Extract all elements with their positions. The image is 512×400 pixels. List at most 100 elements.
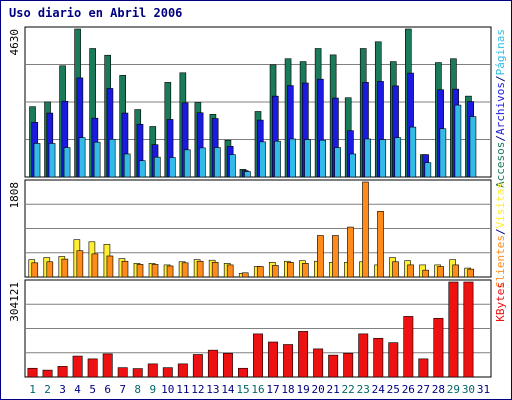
x-tick-label-8: 8 [134, 383, 141, 396]
x-tick-label-26: 26 [402, 383, 415, 396]
bar-kbytes-day-14 [222, 352, 233, 378]
bar-páginas-day-17 [274, 140, 281, 178]
bar-páginas-day-9 [153, 156, 161, 178]
bar-páginas-day-10 [169, 157, 176, 178]
bar-páginas-day-18 [289, 138, 296, 178]
bar-páginas-day-27 [424, 162, 432, 178]
bar-clientes-day-18 [287, 261, 294, 278]
bar-clientes-day-26 [407, 264, 414, 278]
x-tick-label-2: 2 [44, 383, 51, 396]
x-tick-label-28: 28 [432, 383, 445, 396]
bar-páginas-day-14 [229, 154, 236, 178]
bar-clientes-day-14 [226, 264, 234, 278]
legend-entry: KBytes [494, 282, 507, 322]
bar-páginas-day-21 [334, 147, 341, 178]
bar-clientes-day-22 [347, 226, 354, 278]
x-tick-label-3: 3 [59, 383, 66, 396]
x-tick-label-27: 27 [417, 383, 430, 396]
bar-páginas-day-6 [108, 138, 116, 178]
bar-páginas-day-22 [349, 153, 357, 178]
bar-páginas-day-12 [199, 147, 206, 178]
bar-clientes-day-16 [256, 266, 264, 278]
x-tick-label-17: 17 [266, 383, 279, 396]
x-tick-label-19: 19 [296, 383, 309, 396]
x-tick-label-9: 9 [149, 383, 156, 396]
bar-clientes-day-30 [467, 268, 475, 278]
bar-páginas-day-26 [409, 126, 417, 178]
legend-entry: Archivos [494, 82, 507, 135]
bar-clientes-day-4 [76, 250, 84, 278]
legend: Accesos/Archivos/Páginas [494, 29, 507, 188]
bar-kbytes-day-4 [72, 355, 83, 378]
x-tick-label-31: 31 [477, 383, 490, 396]
bar-kbytes-day-28 [433, 317, 444, 378]
legend: KBytes [494, 282, 507, 322]
bar-clientes-day-9 [151, 264, 159, 278]
x-tick-label-23: 23 [357, 383, 370, 396]
chart-title: Uso diario en Abril 2006 [9, 6, 182, 20]
bar-kbytes-day-26 [403, 316, 414, 378]
bar-páginas-day-30 [469, 116, 477, 178]
bar-páginas-day-11 [184, 149, 191, 178]
bar-kbytes-day-9 [147, 363, 158, 378]
x-tick-label-18: 18 [281, 383, 294, 396]
bar-kbytes-day-19 [298, 331, 309, 378]
bar-clientes-day-13 [211, 261, 219, 278]
x-tick-label-15: 15 [236, 383, 249, 396]
bar-clientes-day-3 [61, 258, 69, 278]
x-tick-label-12: 12 [191, 383, 204, 396]
bar-clientes-day-25 [392, 261, 399, 278]
bar-clientes-day-17 [271, 265, 279, 278]
bar-páginas-day-13 [214, 147, 221, 178]
bar-kbytes-day-6 [102, 353, 113, 378]
bar-kbytes-day-15 [238, 367, 248, 378]
x-tick-label-25: 25 [387, 383, 400, 396]
bar-kbytes-day-16 [253, 333, 263, 378]
bar-clientes-day-2 [46, 261, 54, 278]
bar-páginas-day-28 [439, 128, 447, 178]
bar-clientes-day-23 [362, 181, 369, 278]
bar-clientes-day-19 [302, 263, 309, 278]
bar-páginas-day-24 [379, 139, 387, 178]
bar-clientes-day-7 [121, 260, 129, 278]
x-tick-label-30: 30 [462, 383, 475, 396]
bar-clientes-day-29 [452, 264, 459, 278]
x-tick-label-22: 22 [342, 383, 355, 396]
bar-clientes-day-24 [377, 211, 384, 278]
bar-páginas-day-25 [394, 137, 402, 178]
bar-clientes-day-11 [181, 262, 189, 278]
bar-kbytes-day-2 [42, 369, 53, 378]
legend-entry: / [494, 228, 507, 235]
x-tick-label-13: 13 [206, 383, 219, 396]
bar-clientes-day-10 [166, 265, 174, 278]
legend: Clientes/Visitas [494, 182, 507, 288]
bar-kbytes-day-27 [418, 358, 429, 378]
bar-páginas-day-8 [138, 160, 146, 178]
bar-kbytes-day-23 [358, 333, 369, 378]
bar-páginas-day-16 [259, 141, 266, 178]
bar-clientes-day-21 [332, 235, 339, 278]
bar-clientes-day-1 [31, 262, 39, 278]
legend-entry: Páginas [494, 29, 507, 75]
bar-páginas-day-19 [304, 139, 311, 178]
bar-clientes-day-12 [196, 260, 204, 278]
bar-kbytes-day-8 [132, 368, 143, 378]
x-tick-label-4: 4 [74, 383, 81, 396]
legend-entry: / [494, 135, 507, 142]
x-tick-label-16: 16 [251, 383, 264, 396]
x-tick-label-14: 14 [221, 383, 235, 396]
bar-clientes-day-6 [106, 255, 114, 278]
bar-clientes-day-15 [241, 272, 249, 278]
bar-páginas-day-23 [364, 138, 372, 178]
x-axis-labels: 1 2 3 4 5 6 7 8 9 10 11 12 13 14 15 16 17 18 19 20 21 22 23 24 2… [29, 383, 490, 396]
x-tick-label-7: 7 [119, 383, 126, 396]
bar-kbytes-day-21 [328, 354, 339, 378]
x-tick-label-20: 20 [312, 383, 325, 396]
bar-kbytes-day-20 [313, 348, 324, 378]
x-tick-label-1: 1 [29, 383, 36, 396]
bar-páginas-day-3 [63, 147, 71, 178]
bar-kbytes-day-30 [463, 281, 474, 378]
bar-kbytes-day-7 [117, 367, 128, 378]
